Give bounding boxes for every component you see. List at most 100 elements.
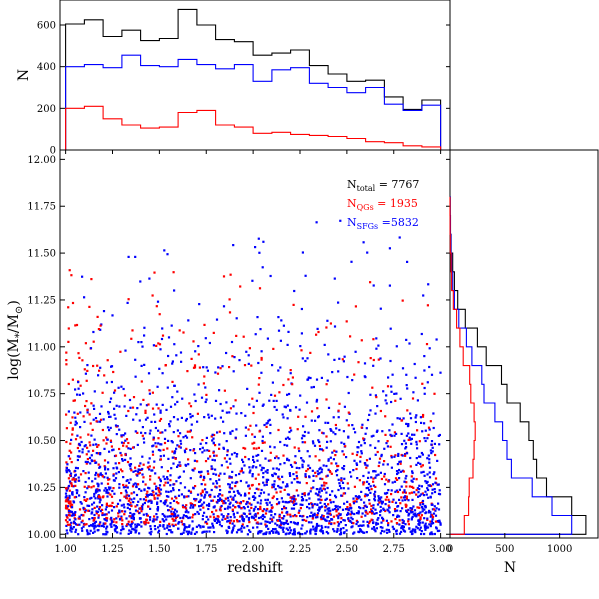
scatter-point <box>89 462 92 465</box>
scatter-point <box>235 531 239 534</box>
scatter-point <box>171 517 174 520</box>
scatter-point <box>344 445 347 448</box>
scatter-point <box>167 495 170 498</box>
scatter-point <box>413 529 416 532</box>
scatter-point <box>435 526 438 529</box>
scatter-point <box>207 507 210 511</box>
scatter-point <box>159 478 162 481</box>
scatter-point <box>301 466 304 469</box>
scatter-point <box>171 362 174 365</box>
scatter-point <box>65 495 68 498</box>
scatter-point <box>419 462 422 465</box>
scatter-point <box>127 520 130 523</box>
scatter-point <box>103 459 107 462</box>
scatter-point <box>260 522 263 525</box>
scatter-point <box>221 494 224 497</box>
scatter-point <box>68 494 71 497</box>
scatter-point <box>91 508 94 511</box>
scatter-point <box>156 516 159 519</box>
scatter-point <box>190 531 193 534</box>
scatter-point <box>112 487 115 490</box>
scatter-point <box>290 481 293 484</box>
scatter-point <box>248 471 251 474</box>
scatter-point <box>314 455 317 458</box>
scatter-point <box>268 510 271 513</box>
scatter-point <box>251 473 254 476</box>
scatter-point <box>97 516 100 519</box>
scatter-point <box>363 481 366 484</box>
scatter-point <box>239 515 242 518</box>
scatter-point <box>212 482 215 485</box>
scatter-point <box>395 470 399 473</box>
scatter-point <box>221 518 224 521</box>
scatter-point <box>191 516 194 519</box>
scatter-point <box>130 504 133 508</box>
scatter-point <box>410 479 413 482</box>
scatter-point <box>372 480 375 483</box>
scatter-point <box>337 515 340 518</box>
scatter-point <box>427 488 430 492</box>
scatter-point <box>202 506 205 509</box>
scatter-point <box>91 428 94 431</box>
scatter-point <box>215 318 219 321</box>
scatter-point <box>178 445 181 448</box>
scatter-point <box>74 530 77 534</box>
scatter-point <box>130 337 133 340</box>
scatter-point <box>265 478 268 481</box>
scatter-point <box>179 439 182 442</box>
scatter-point <box>65 440 68 444</box>
scatter-point <box>142 476 145 479</box>
scatter-point <box>180 360 183 363</box>
scatter-point <box>334 496 338 499</box>
scatter-point <box>148 392 151 395</box>
scatter-point <box>409 438 412 441</box>
scatter-point <box>322 532 325 535</box>
scatter-point <box>149 478 152 481</box>
scatter-point <box>215 509 218 512</box>
scatter-point <box>317 330 320 334</box>
scatter-point <box>372 484 375 487</box>
scatter-point <box>141 508 144 511</box>
scatter-point <box>431 533 434 536</box>
scatter-point <box>252 458 255 461</box>
scatter-point <box>205 491 208 494</box>
scatter-point <box>353 459 356 462</box>
scatter-point <box>164 501 167 504</box>
scatter-point <box>100 405 103 408</box>
scatter-point <box>67 382 70 386</box>
scatter-point <box>68 518 71 521</box>
scatter-point <box>222 305 226 308</box>
scatter-point <box>207 413 210 416</box>
scatter-point <box>430 452 433 455</box>
scatter-point <box>419 517 422 521</box>
scatter-point <box>414 512 417 515</box>
scatter-point <box>220 525 223 528</box>
scatter-point <box>86 364 89 367</box>
scatter-point <box>122 441 125 445</box>
scatter-point <box>162 475 165 478</box>
scatter-point <box>149 525 152 528</box>
scatter-point <box>115 521 118 524</box>
scatter-point <box>207 416 211 419</box>
scatter-point <box>197 512 200 515</box>
scatter-point <box>69 529 72 532</box>
scatter-point <box>244 414 247 417</box>
scatter-point <box>251 397 254 400</box>
scatter-point <box>356 446 359 449</box>
scatter-point <box>113 413 116 416</box>
scatter-point <box>148 277 151 280</box>
scatter-point <box>106 495 109 498</box>
scatter-point <box>410 532 414 536</box>
scatter-point <box>172 515 175 518</box>
scatter-point <box>269 274 272 278</box>
scatter-point <box>327 421 330 424</box>
scatter-point <box>257 237 260 240</box>
scatter-point <box>407 512 410 515</box>
scatter-point <box>351 525 354 528</box>
scatter-point <box>324 421 327 424</box>
scatter-point <box>97 473 100 476</box>
scatter-point <box>380 521 383 524</box>
scatter-point <box>343 502 346 505</box>
scatter-point <box>176 418 179 421</box>
scatter-point <box>416 527 419 530</box>
